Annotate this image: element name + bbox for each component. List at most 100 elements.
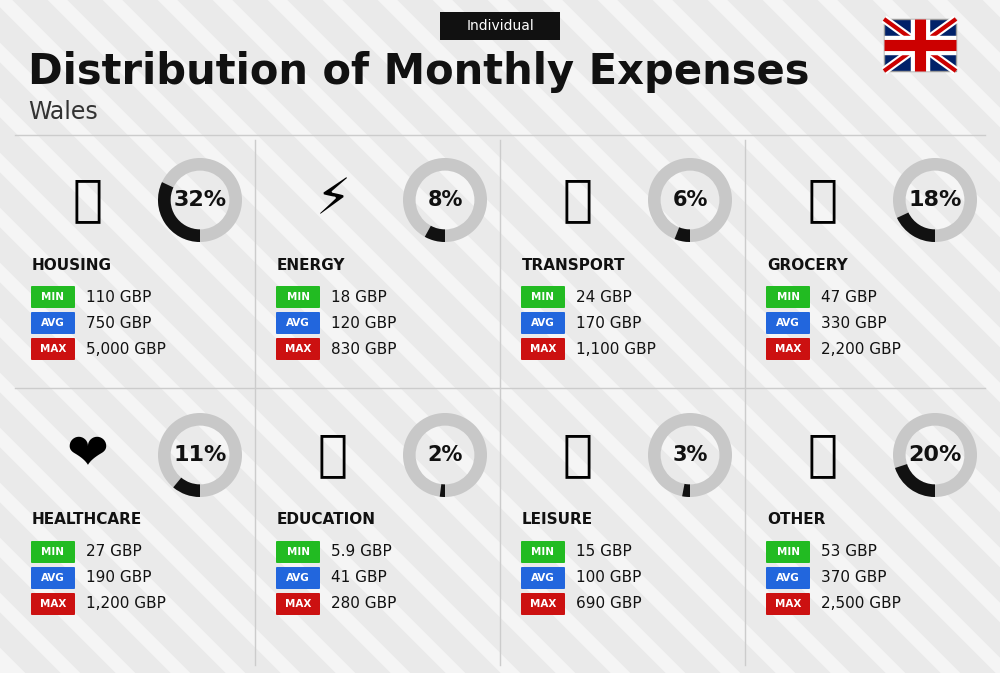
Wedge shape <box>158 158 242 242</box>
Text: 11%: 11% <box>173 445 227 465</box>
Text: 18 GBP: 18 GBP <box>331 289 387 304</box>
Text: 370 GBP: 370 GBP <box>821 571 887 586</box>
Text: AVG: AVG <box>41 573 65 583</box>
Text: MIN: MIN <box>42 292 64 302</box>
FancyBboxPatch shape <box>766 541 810 563</box>
Text: 24 GBP: 24 GBP <box>576 289 632 304</box>
FancyBboxPatch shape <box>31 541 75 563</box>
Wedge shape <box>158 413 242 497</box>
FancyBboxPatch shape <box>31 312 75 334</box>
Text: 330 GBP: 330 GBP <box>821 316 887 330</box>
FancyBboxPatch shape <box>521 567 565 589</box>
Text: 47 GBP: 47 GBP <box>821 289 877 304</box>
Text: MIN: MIN <box>287 547 310 557</box>
FancyBboxPatch shape <box>31 593 75 615</box>
Text: MIN: MIN <box>42 547 64 557</box>
Text: 1,200 GBP: 1,200 GBP <box>86 596 166 612</box>
Text: AVG: AVG <box>776 573 800 583</box>
Text: 1,100 GBP: 1,100 GBP <box>576 341 656 357</box>
Text: 💰: 💰 <box>808 431 838 479</box>
Text: 41 GBP: 41 GBP <box>331 571 387 586</box>
Text: LEISURE: LEISURE <box>522 513 593 528</box>
Text: GROCERY: GROCERY <box>767 258 848 273</box>
Text: 2%: 2% <box>427 445 463 465</box>
Wedge shape <box>648 413 732 497</box>
Text: 110 GBP: 110 GBP <box>86 289 151 304</box>
Text: MAX: MAX <box>40 344 66 354</box>
Text: 190 GBP: 190 GBP <box>86 571 152 586</box>
Wedge shape <box>682 484 690 497</box>
Text: AVG: AVG <box>41 318 65 328</box>
Wedge shape <box>893 413 977 497</box>
Wedge shape <box>675 227 690 242</box>
Text: ⚡: ⚡ <box>315 176 351 224</box>
Text: 🛍: 🛍 <box>563 431 593 479</box>
Text: Distribution of Monthly Expenses: Distribution of Monthly Expenses <box>28 51 810 93</box>
Text: MIN: MIN <box>532 547 554 557</box>
FancyBboxPatch shape <box>276 593 320 615</box>
Text: MAX: MAX <box>775 599 801 609</box>
Text: 6%: 6% <box>672 190 708 210</box>
FancyBboxPatch shape <box>276 567 320 589</box>
Text: MAX: MAX <box>40 599 66 609</box>
Text: 2,200 GBP: 2,200 GBP <box>821 341 901 357</box>
Text: HOUSING: HOUSING <box>32 258 112 273</box>
Text: Wales: Wales <box>28 100 98 124</box>
FancyBboxPatch shape <box>276 541 320 563</box>
Text: 5,000 GBP: 5,000 GBP <box>86 341 166 357</box>
Text: MIN: MIN <box>776 547 800 557</box>
Wedge shape <box>648 158 732 242</box>
Text: 27 GBP: 27 GBP <box>86 544 142 559</box>
Text: 🎓: 🎓 <box>318 431 348 479</box>
Text: 100 GBP: 100 GBP <box>576 571 641 586</box>
FancyBboxPatch shape <box>521 312 565 334</box>
Wedge shape <box>403 158 487 242</box>
FancyBboxPatch shape <box>766 567 810 589</box>
Text: 🚌: 🚌 <box>563 176 593 224</box>
FancyBboxPatch shape <box>521 593 565 615</box>
Text: 750 GBP: 750 GBP <box>86 316 151 330</box>
Wedge shape <box>897 213 935 242</box>
Text: Individual: Individual <box>466 19 534 33</box>
FancyBboxPatch shape <box>766 286 810 308</box>
Text: ENERGY: ENERGY <box>277 258 346 273</box>
Text: MAX: MAX <box>775 344 801 354</box>
Text: MAX: MAX <box>285 344 311 354</box>
Wedge shape <box>895 464 935 497</box>
Text: 170 GBP: 170 GBP <box>576 316 641 330</box>
Text: 5.9 GBP: 5.9 GBP <box>331 544 392 559</box>
Text: EDUCATION: EDUCATION <box>277 513 376 528</box>
FancyBboxPatch shape <box>31 567 75 589</box>
Text: 15 GBP: 15 GBP <box>576 544 632 559</box>
Text: 18%: 18% <box>908 190 962 210</box>
Text: MIN: MIN <box>532 292 554 302</box>
Text: TRANSPORT: TRANSPORT <box>522 258 626 273</box>
FancyBboxPatch shape <box>884 19 956 71</box>
Text: 690 GBP: 690 GBP <box>576 596 642 612</box>
Wedge shape <box>425 225 445 242</box>
Text: MIN: MIN <box>287 292 310 302</box>
FancyBboxPatch shape <box>521 338 565 360</box>
FancyBboxPatch shape <box>276 312 320 334</box>
FancyBboxPatch shape <box>766 312 810 334</box>
FancyBboxPatch shape <box>521 541 565 563</box>
Text: 🛒: 🛒 <box>808 176 838 224</box>
Text: 20%: 20% <box>908 445 962 465</box>
Wedge shape <box>403 413 487 497</box>
FancyBboxPatch shape <box>766 593 810 615</box>
Text: HEALTHCARE: HEALTHCARE <box>32 513 142 528</box>
Text: MIN: MIN <box>776 292 800 302</box>
Text: 8%: 8% <box>427 190 463 210</box>
Text: 53 GBP: 53 GBP <box>821 544 877 559</box>
Text: AVG: AVG <box>531 318 555 328</box>
Text: MAX: MAX <box>530 599 556 609</box>
Wedge shape <box>893 158 977 242</box>
Text: AVG: AVG <box>286 573 310 583</box>
Text: 🏢: 🏢 <box>73 176 103 224</box>
FancyBboxPatch shape <box>521 286 565 308</box>
Wedge shape <box>158 182 200 242</box>
Text: 2,500 GBP: 2,500 GBP <box>821 596 901 612</box>
Text: 830 GBP: 830 GBP <box>331 341 396 357</box>
FancyBboxPatch shape <box>440 12 560 40</box>
Wedge shape <box>173 478 200 497</box>
